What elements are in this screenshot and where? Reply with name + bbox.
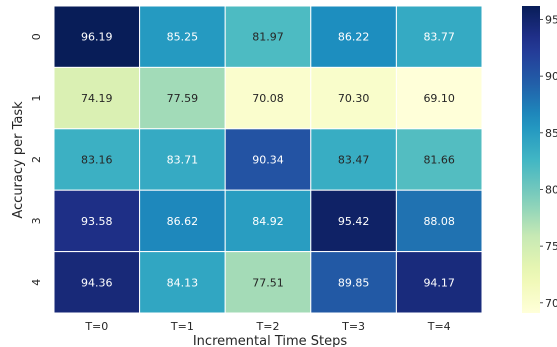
cell-value-label: 95.42 (338, 215, 370, 228)
cell-value-label: 94.36 (81, 276, 113, 289)
x-tick-label: T=0 (84, 320, 108, 333)
cell-value-label: 83.77 (423, 31, 455, 44)
heatmap-cell (310, 128, 397, 191)
y-axis-label: Accuracy per Task (11, 101, 26, 219)
cell-value-label: 93.58 (81, 215, 113, 228)
cell-value-label: 70.30 (338, 92, 370, 105)
cell-value-label: 84.92 (252, 215, 284, 228)
heatmap-cell (224, 66, 312, 130)
heatmap-cell (139, 5, 226, 68)
colorbar-tick-label: 80 (545, 183, 557, 196)
heatmap-cell (53, 66, 141, 130)
heatmap-cell (53, 189, 141, 253)
colorbar-tick-label: 95 (545, 13, 557, 26)
heatmap-cell (395, 189, 483, 253)
cell-value-label: 83.16 (81, 154, 113, 167)
x-axis-label: Incremental Time Steps (193, 334, 348, 347)
heatmap-cell (395, 251, 483, 314)
cell-value-label: 81.66 (423, 154, 455, 167)
cell-value-label: 69.10 (423, 92, 455, 105)
x-tick-label: T=2 (256, 320, 280, 333)
y-tick-label: 4 (30, 279, 43, 286)
x-tick-label: T=1 (170, 320, 194, 333)
y-tick-labels: 0 1 2 3 4 (30, 33, 43, 286)
cell-value-label: 86.22 (338, 31, 370, 44)
x-tick-labels: T=0 T=1 T=2 T=3 T=4 (84, 320, 450, 333)
cell-value-label: 84.13 (167, 276, 199, 289)
heatmap-cell (139, 189, 226, 253)
x-tick-label: T=4 (427, 320, 451, 333)
y-tick-label: 1 (30, 95, 43, 102)
cell-value-label: 83.71 (167, 154, 199, 167)
heatmap-cell (395, 128, 483, 191)
heatmap-cell (139, 128, 226, 191)
cell-value-label: 70.08 (252, 92, 284, 105)
heatmap-cell (310, 189, 397, 253)
cell-value-label: 90.34 (252, 154, 284, 167)
x-tick-label: T=3 (341, 320, 365, 333)
heatmap-cell (53, 5, 141, 68)
cell-value-label: 81.97 (252, 31, 284, 44)
cell-value-label: 94.17 (423, 276, 455, 289)
heatmap-cell (395, 66, 483, 130)
cell-value-label: 96.19 (81, 31, 113, 44)
cell-value-label: 85.25 (167, 31, 199, 44)
cell-value-label: 89.85 (338, 276, 370, 289)
y-tick-label: 2 (30, 156, 43, 163)
colorbar-tick-label: 70 (545, 297, 557, 310)
heatmap-cell (310, 5, 397, 68)
cell-value-label: 88.08 (423, 215, 455, 228)
heatmap-cell (53, 251, 141, 314)
cell-value-label: 77.51 (252, 276, 284, 289)
colorbar-tick-label: 85 (545, 127, 557, 140)
heatmap-cell (224, 251, 312, 314)
cell-value-label: 86.62 (167, 215, 199, 228)
heatmap-cells: 96.19 85.25 81.97 86.22 83.77 74.19 77.59 70.08… (53, 5, 483, 314)
heatmap-cell (139, 251, 226, 314)
y-tick-label: 0 (30, 33, 43, 40)
colorbar-ticks: 70 75 80 85 90 95 (540, 13, 557, 310)
cell-value-label: 77.59 (167, 92, 199, 105)
cell-value-label: 74.19 (81, 92, 113, 105)
colorbar-tick-label: 90 (545, 70, 557, 83)
cell-value-label: 83.47 (338, 154, 370, 167)
colorbar (522, 6, 540, 313)
heatmap-cell (224, 5, 312, 68)
colorbar-tick-label: 75 (545, 240, 557, 253)
y-tick-label: 3 (30, 217, 43, 224)
heatmap-cell (224, 189, 312, 253)
